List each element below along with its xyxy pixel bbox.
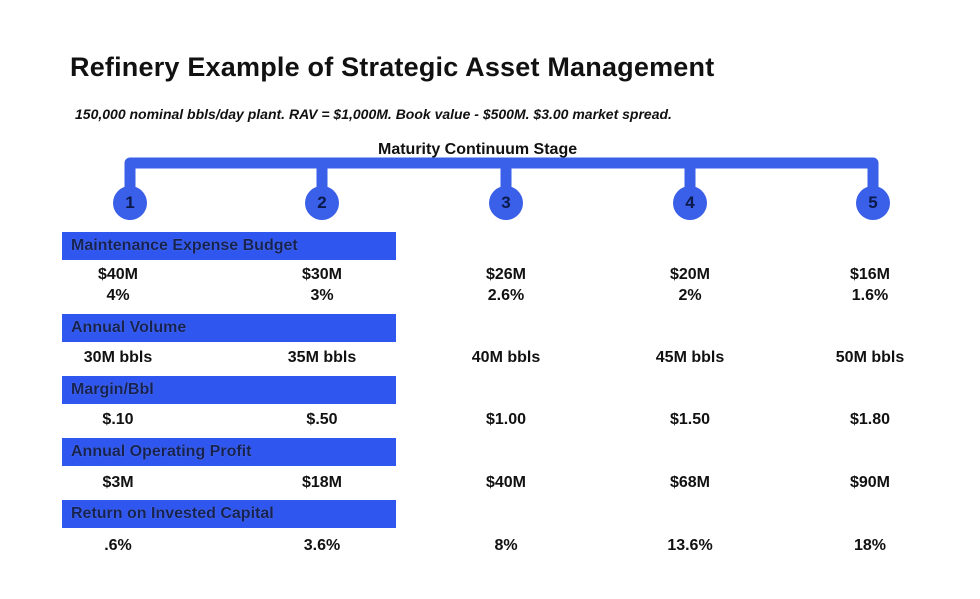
annual-volume-value-4: 45M bbls bbox=[655, 349, 725, 366]
annual-volume-value-5: 50M bbls bbox=[835, 349, 905, 366]
row-label-margin-per-bbl: Margin/Bbl bbox=[62, 376, 396, 404]
roic-value-3: 8% bbox=[494, 537, 518, 554]
row-label-annual-volume: Annual Volume bbox=[62, 314, 396, 342]
operating-profit-value-3: $40M bbox=[485, 474, 527, 491]
stage-circle-2: 2 bbox=[305, 186, 339, 220]
roic-value-1: .6% bbox=[104, 537, 132, 554]
margin-per-bbl-value-4: $1.50 bbox=[669, 411, 711, 428]
maintenance-budget-value-4: $20M bbox=[669, 266, 711, 283]
page-title: Refinery Example of Strategic Asset Mana… bbox=[70, 52, 715, 82]
maintenance-budget-value-3: $26M bbox=[485, 266, 527, 283]
roic-value-5: 18% bbox=[853, 537, 887, 554]
annual-volume-value-1: 30M bbls bbox=[83, 349, 153, 366]
roic-value-2: 3.6% bbox=[303, 537, 341, 554]
stage-circle-5: 5 bbox=[856, 186, 890, 220]
stage-circle-3: 3 bbox=[489, 186, 523, 220]
maintenance-budget-pct-2: 3% bbox=[310, 287, 334, 304]
row-label-roic: Return on Invested Capital bbox=[62, 500, 396, 528]
annual-volume-value-2: 35M bbls bbox=[287, 349, 357, 366]
maintenance-budget-value-2: $30M bbox=[301, 266, 343, 283]
maintenance-budget-value-1: $40M bbox=[97, 266, 139, 283]
stage-circle-4: 4 bbox=[673, 186, 707, 220]
operating-profit-value-1: $3M bbox=[102, 474, 134, 491]
margin-per-bbl-value-2: $.50 bbox=[306, 411, 338, 428]
maintenance-budget-value-5: $16M bbox=[849, 266, 891, 283]
row-label-maintenance-budget: Maintenance Expense Budget bbox=[62, 232, 396, 260]
operating-profit-value-4: $68M bbox=[669, 474, 711, 491]
maintenance-budget-pct-4: 2% bbox=[678, 287, 702, 304]
maintenance-budget-pct-1: 4% bbox=[106, 287, 130, 304]
annual-volume-value-3: 40M bbls bbox=[471, 349, 541, 366]
margin-per-bbl-value-5: $1.80 bbox=[849, 411, 891, 428]
stage-circle-1: 1 bbox=[113, 186, 147, 220]
maintenance-budget-pct-5: 1.6% bbox=[851, 287, 889, 304]
operating-profit-value-5: $90M bbox=[849, 474, 891, 491]
roic-value-4: 13.6% bbox=[667, 537, 713, 554]
maintenance-budget-pct-3: 2.6% bbox=[487, 287, 525, 304]
operating-profit-value-2: $18M bbox=[301, 474, 343, 491]
margin-per-bbl-value-1: $.10 bbox=[102, 411, 134, 428]
row-label-operating-profit: Annual Operating Profit bbox=[62, 438, 396, 466]
stage-heading: Maturity Continuum Stage bbox=[378, 141, 578, 158]
page-subtitle: 150,000 nominal bbls/day plant. RAV = $1… bbox=[75, 106, 672, 122]
margin-per-bbl-value-3: $1.00 bbox=[485, 411, 527, 428]
